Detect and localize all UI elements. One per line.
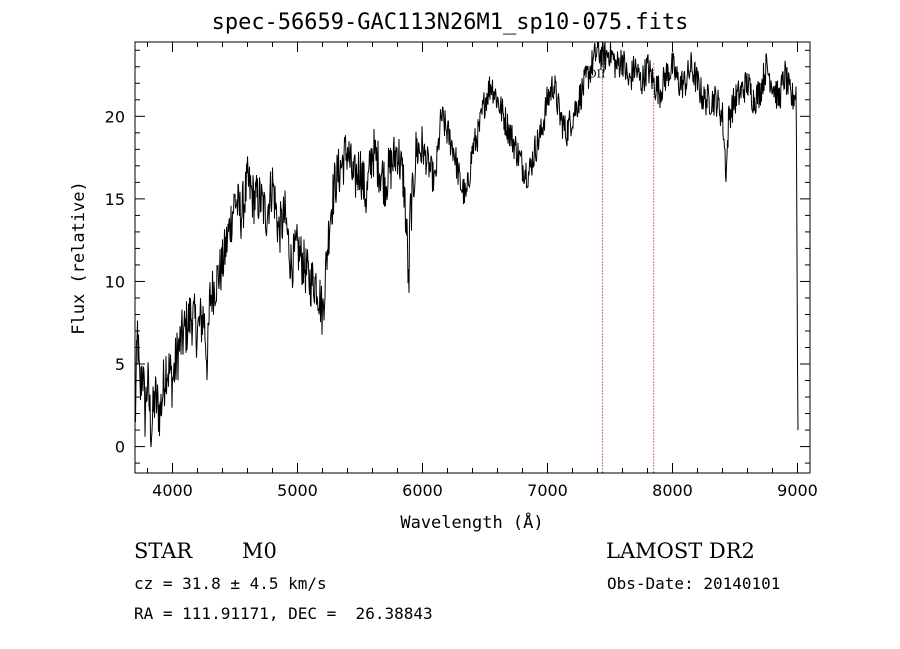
x-tick-label: 9000: [777, 481, 818, 500]
x-tick-label: 5000: [277, 481, 318, 500]
chart-title: spec-56659-GAC113N26M1_sp10-075.fits: [211, 10, 689, 35]
observation-date: Obs-Date: 20140101: [607, 574, 781, 593]
axis-ticks: [135, 42, 810, 473]
x-axis-label: Wavelength (Å): [400, 511, 543, 533]
redshift-velocity: cz = 31.8 ± 4.5 km/s: [134, 574, 327, 593]
y-tick-label: 15: [105, 190, 125, 209]
y-axis-label: Flux (relative): [69, 181, 89, 335]
y-tick-label: 0: [115, 438, 125, 457]
x-tick-label: 4000: [152, 481, 193, 500]
tick-labels: 4000 5000 6000 7000 8000 9000 0 5 10 15 20: [105, 107, 818, 500]
x-tick-label: 6000: [402, 481, 443, 500]
object-class: STAR: [134, 539, 193, 563]
spectrum-line: [134, 40, 799, 448]
y-tick-label: 10: [105, 272, 125, 291]
x-tick-label: 7000: [527, 481, 568, 500]
ra-dec-coordinates: RA = 111.91171, DEC = 26.38843: [134, 604, 433, 623]
survey-name: LAMOST DR2: [606, 539, 755, 563]
y-tick-label: 20: [105, 107, 125, 126]
plot-frame: [134, 41, 811, 474]
object-subclass: M0: [242, 539, 277, 563]
y-tick-label: 5: [115, 355, 125, 374]
x-tick-label: 8000: [652, 481, 693, 500]
line-markers: OII: [588, 63, 655, 473]
